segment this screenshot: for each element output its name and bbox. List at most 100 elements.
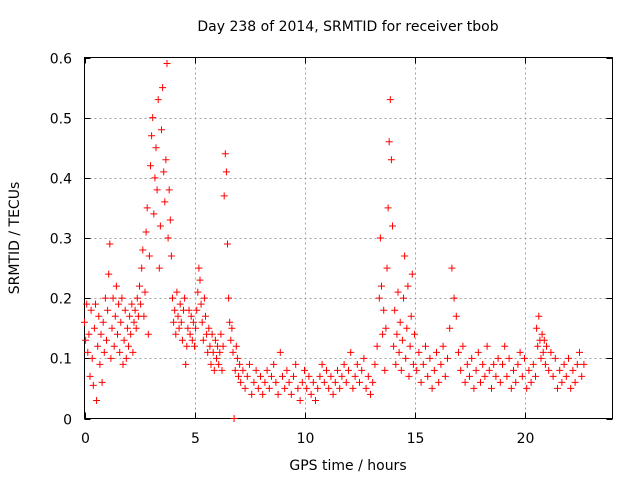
data-point [198, 318, 206, 326]
data-point [118, 294, 126, 302]
data-point [109, 294, 117, 302]
data-point [576, 348, 583, 356]
data-point [450, 294, 458, 302]
data-point [538, 330, 546, 338]
data-point [424, 372, 432, 380]
data-point [213, 354, 220, 362]
data-point [279, 372, 286, 380]
data-point [129, 348, 137, 356]
data-point [114, 330, 121, 338]
data-point [340, 360, 348, 368]
data-point [459, 342, 467, 350]
data-point [252, 366, 260, 374]
data-point [507, 384, 515, 392]
data-point [547, 348, 555, 356]
data-point [535, 312, 543, 320]
data-point [225, 294, 233, 302]
data-point [287, 390, 295, 398]
data-point [192, 324, 200, 332]
data-point [246, 360, 253, 368]
data-point [232, 342, 240, 350]
data-point [216, 348, 224, 356]
data-point [394, 288, 402, 296]
data-point [307, 390, 315, 398]
data-point [567, 384, 575, 392]
data-point [521, 354, 528, 362]
data-point [160, 168, 168, 176]
data-points [81, 60, 588, 422]
data-point [140, 312, 148, 320]
data-point [325, 384, 333, 392]
data-point [539, 348, 547, 356]
data-point [136, 282, 143, 290]
data-point [81, 318, 88, 326]
data-point [384, 204, 392, 212]
data-point [406, 342, 414, 350]
data-point [448, 264, 456, 272]
data-point [237, 378, 245, 386]
data-point [243, 372, 251, 380]
data-point [408, 270, 416, 278]
data-point [501, 342, 509, 350]
data-point [371, 360, 379, 368]
data-point [285, 378, 293, 386]
data-point [393, 330, 401, 338]
data-point [405, 372, 413, 380]
data-point [195, 264, 203, 272]
data-point [402, 354, 410, 362]
data-point [364, 372, 372, 380]
tick-labels: 0 0.1 0.2 0.3 0.4 0.5 0.6 0 5 10 15 20 [50, 52, 535, 448]
data-point [540, 336, 548, 344]
data-point [175, 324, 183, 332]
data-point [261, 378, 269, 386]
data-point [404, 282, 412, 290]
data-point [230, 415, 238, 422]
data-point [320, 378, 328, 386]
y-tick-label: 0.3 [50, 232, 72, 248]
data-point [86, 372, 94, 380]
data-point [303, 384, 311, 392]
data-point [142, 228, 150, 236]
data-point [327, 372, 335, 380]
data-point [221, 150, 229, 158]
data-point [276, 348, 284, 356]
data-point [274, 390, 282, 398]
data-point [165, 186, 173, 194]
data-point [154, 96, 162, 104]
data-point [430, 366, 438, 374]
data-point [294, 384, 302, 392]
data-point [499, 360, 506, 368]
data-point [457, 366, 465, 374]
data-point [391, 306, 399, 314]
data-point [422, 342, 429, 350]
data-point [187, 312, 195, 320]
data-point [206, 342, 214, 350]
y-tick-label: 0 [63, 413, 72, 429]
data-point [435, 378, 443, 386]
data-point [164, 234, 172, 242]
data-point [390, 342, 398, 350]
data-point [492, 372, 500, 380]
data-point [209, 348, 217, 356]
data-point [543, 342, 550, 350]
data-point [518, 372, 526, 380]
data-point [184, 324, 192, 332]
data-point [409, 360, 417, 368]
data-point [395, 348, 403, 356]
data-point [126, 312, 134, 320]
data-point [111, 312, 119, 320]
data-point [90, 324, 98, 332]
data-point [207, 360, 215, 368]
data-point [551, 354, 559, 362]
data-point [92, 300, 99, 308]
data-point [181, 294, 189, 302]
data-point [529, 360, 537, 368]
data-point [417, 378, 425, 386]
data-point [186, 330, 194, 338]
data-point [441, 372, 449, 380]
data-point [108, 324, 116, 332]
data-point [85, 330, 93, 338]
data-point [378, 282, 385, 290]
data-point [386, 96, 394, 104]
